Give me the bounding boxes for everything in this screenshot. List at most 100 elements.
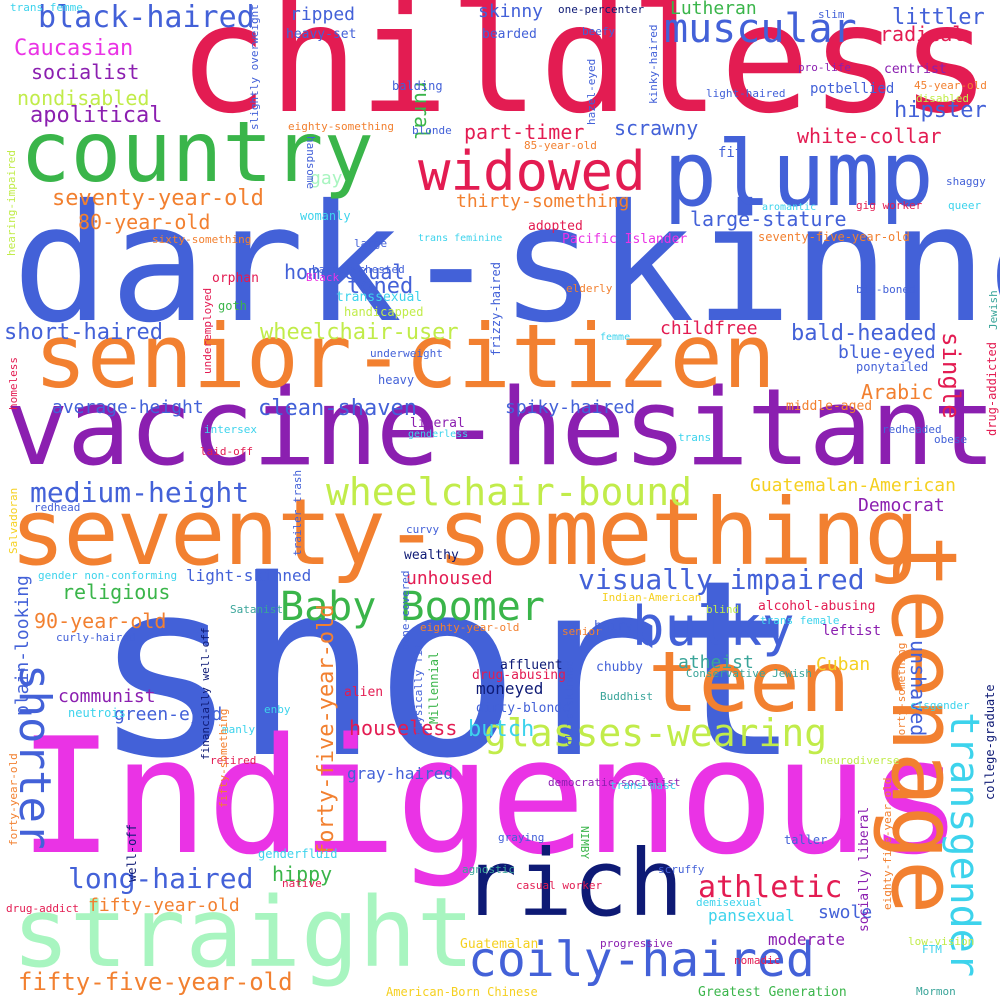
word: forty-something xyxy=(895,642,908,742)
word: unshaved xyxy=(906,640,930,737)
word: short-haired xyxy=(4,320,163,345)
word: Democrat xyxy=(858,495,945,516)
word: Satanist xyxy=(230,603,283,616)
word: plain-looking xyxy=(12,575,33,716)
word: black-haired xyxy=(38,0,255,35)
word: communist xyxy=(58,686,156,707)
word: adopted xyxy=(528,219,583,234)
word: wheelchair-bound xyxy=(326,470,693,514)
word: athletic xyxy=(698,870,843,905)
word: fifty-year-old xyxy=(88,895,240,916)
word: pansexual xyxy=(708,906,795,925)
word: Caucasian xyxy=(14,36,134,61)
word: gray-haired xyxy=(347,764,453,783)
word: orphan xyxy=(212,271,259,286)
word: enby xyxy=(264,703,291,716)
word: atheist xyxy=(678,652,754,673)
word: skinny xyxy=(478,1,544,22)
word: Indigenous xyxy=(18,703,963,890)
word: Black xyxy=(306,271,340,284)
word: hairy xyxy=(594,619,634,634)
word: drug-addict xyxy=(6,902,79,915)
word: nomadic xyxy=(734,954,781,967)
word: Conservative Jewish xyxy=(686,667,812,680)
word: visually impaired xyxy=(578,563,865,596)
word: houseless xyxy=(349,716,458,740)
word: moneyed xyxy=(476,679,544,698)
word: littler xyxy=(892,5,985,30)
word: dirty-blonde xyxy=(476,701,570,716)
word: genderfluid xyxy=(258,847,338,861)
word: agnostic xyxy=(462,863,515,876)
word: Guatemalan xyxy=(460,937,539,952)
word: handsome xyxy=(304,136,317,189)
word: large-stature xyxy=(690,207,847,231)
word: white-collar xyxy=(797,124,942,148)
word: alcohol-abusing xyxy=(758,599,876,614)
word: light-haired xyxy=(706,87,786,100)
word: potbellied xyxy=(810,81,895,97)
word: blue-eyed xyxy=(838,342,936,363)
word: socialist xyxy=(31,60,140,84)
word: hazel-eyed xyxy=(585,58,598,125)
word: frizzy-haired xyxy=(489,262,503,356)
word: 90-year-old xyxy=(34,609,167,633)
word: radical xyxy=(880,22,965,46)
word: curly-haired xyxy=(56,631,136,644)
word: clean-shaven xyxy=(258,396,417,421)
word: socially liberal xyxy=(857,806,872,932)
word: trans feminine xyxy=(418,233,503,244)
word: aromantic xyxy=(762,202,817,213)
word: ponytailed xyxy=(856,360,929,374)
word: progressive xyxy=(600,937,673,950)
word: eighty-five-year-old xyxy=(881,777,894,910)
word: heavy-set xyxy=(286,27,357,42)
word: college-graduate xyxy=(983,684,997,800)
word: Pacific Islander xyxy=(562,232,688,247)
word: manly xyxy=(222,723,256,736)
word: single xyxy=(937,332,965,419)
word: trailer trash xyxy=(291,469,304,556)
word: laid-off xyxy=(200,445,253,458)
word: blonde xyxy=(412,124,452,137)
word: low-vision xyxy=(908,935,975,948)
word: teen xyxy=(648,633,851,731)
word: Baby Boomer xyxy=(280,584,545,630)
word: slim xyxy=(818,8,845,21)
word: 45-year-old xyxy=(914,79,987,92)
word: light-skinned xyxy=(186,566,312,585)
word: affluent xyxy=(500,658,563,673)
word: spiky-haired xyxy=(505,397,636,418)
word: bearded xyxy=(482,27,537,42)
word: Cuban xyxy=(816,654,871,675)
word: apolitical xyxy=(30,103,163,128)
word: bald-headed xyxy=(791,321,937,346)
word: part-timer xyxy=(464,120,585,144)
word: dark-skinned xyxy=(12,171,1000,359)
word: scruffy xyxy=(658,863,705,876)
word: swole xyxy=(818,902,873,923)
word: 80-year-old xyxy=(78,210,211,234)
word: trans xyxy=(678,431,712,444)
word: senior-citizen xyxy=(34,305,776,408)
word: glasses-wearing xyxy=(484,711,828,755)
word: graying xyxy=(498,831,545,844)
word: country xyxy=(20,103,375,201)
word: alien xyxy=(344,685,384,700)
word: ripped xyxy=(290,4,356,25)
word: democratic-socialist xyxy=(548,776,681,789)
word: well-off xyxy=(125,824,139,882)
word: bulky xyxy=(632,595,795,658)
word: Millennial xyxy=(427,651,441,724)
word: childless xyxy=(178,0,991,147)
word: butch xyxy=(468,717,535,742)
word: wheelchair-user xyxy=(260,320,459,345)
word: femme xyxy=(600,332,631,343)
word: thirty-something xyxy=(456,191,630,212)
word: medium-height xyxy=(30,476,250,509)
word: kinky-haired xyxy=(647,24,660,104)
word: balding xyxy=(392,79,443,93)
word: centrist xyxy=(884,62,947,77)
word: Guatemalan-American xyxy=(750,475,956,496)
word: obese xyxy=(934,433,968,446)
